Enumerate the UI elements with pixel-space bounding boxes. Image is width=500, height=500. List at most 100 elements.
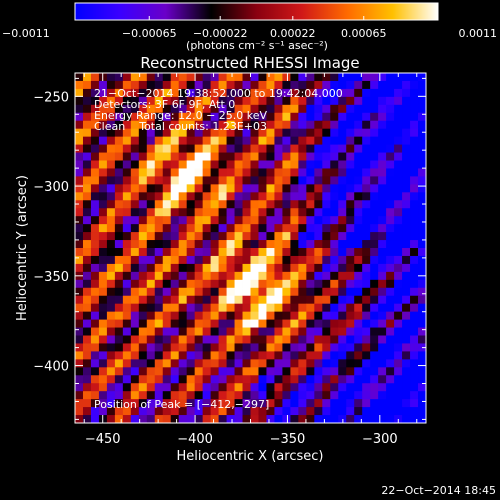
heatmap-cell (210, 327, 219, 336)
peak-position-label: Position of Peak = [−412,−297] (94, 398, 269, 411)
heatmap-cell (330, 168, 339, 177)
heatmap-cell (306, 184, 315, 193)
heatmap-cell (354, 168, 363, 177)
heatmap-cell (306, 112, 315, 122)
heatmap-cell (106, 152, 116, 161)
heatmap-cell (178, 73, 188, 82)
heatmap-cell (242, 279, 251, 289)
heatmap-cell (370, 391, 379, 400)
heatmap-cell (242, 367, 251, 376)
heatmap-cell (130, 120, 140, 130)
heatmap-cell (138, 112, 148, 122)
heatmap-cell (75, 263, 84, 273)
heatmap-cell (282, 399, 291, 408)
heatmap-cell (250, 232, 259, 241)
heatmap-cell (138, 73, 148, 82)
chart-title: Reconstructed RHESSI Image (140, 54, 359, 72)
heatmap-cell (75, 168, 84, 177)
heatmap-cell (194, 351, 204, 360)
heatmap-cell (250, 263, 259, 273)
heatmap-cell (362, 120, 371, 130)
heatmap-cell (82, 120, 92, 130)
heatmap-cell (362, 73, 371, 82)
heatmap-cell (186, 144, 196, 153)
heatmap-cell (218, 407, 227, 416)
heatmap-cell (346, 136, 355, 145)
heatmap-cell (154, 112, 164, 122)
heatmap-cell (346, 303, 355, 313)
heatmap-cell (394, 391, 403, 400)
heatmap-cell (290, 287, 299, 297)
heatmap-cell (290, 375, 299, 384)
heatmap-cell (178, 295, 188, 305)
heatmap-cell (338, 319, 347, 328)
heatmap-cell (394, 359, 403, 368)
annotation-time-range: 21−Oct−2014 19:38:52.000 to 19:42:04.000 (94, 87, 343, 100)
heatmap-cell (146, 88, 156, 98)
heatmap-cell (154, 327, 164, 336)
heatmap-cell (266, 112, 275, 122)
heatmap-cell (90, 287, 100, 297)
heatmap-cell (146, 271, 156, 281)
heatmap-cell (410, 407, 419, 416)
heatmap-cell (418, 263, 426, 273)
heatmap-cell (170, 343, 180, 352)
heatmap-cell (170, 73, 180, 82)
heatmap-cell (354, 415, 363, 423)
heatmap-cell (338, 73, 347, 82)
heatmap-cell (378, 176, 387, 185)
footer-timestamp: 22−Oct−2014 18:45 (381, 484, 496, 497)
heatmap-cell (410, 319, 419, 328)
heatmap-cell (210, 319, 219, 328)
heatmap-cell (394, 224, 403, 233)
heatmap-cell (386, 367, 395, 376)
heatmap-cell (138, 287, 148, 297)
heatmap-cell (186, 104, 196, 114)
heatmap-cell (314, 303, 323, 313)
y-tick-label: −300 (33, 180, 69, 195)
heatmap-cell (386, 120, 395, 130)
heatmap-cell (122, 112, 132, 122)
heatmap-cell (266, 311, 275, 320)
heatmap-cell (386, 248, 395, 257)
heatmap-cell (202, 311, 212, 320)
heatmap-cell (410, 287, 419, 297)
heatmap-cell (282, 120, 291, 130)
heatmap-cell (210, 407, 219, 416)
heatmap-cell (130, 176, 140, 185)
heatmap-cell (210, 367, 219, 376)
heatmap-cell (226, 359, 235, 368)
heatmap-cell (178, 184, 188, 193)
heatmap-cell (338, 367, 347, 376)
heatmap-cell (250, 112, 259, 122)
heatmap-cell (410, 232, 419, 241)
heatmap-cell (298, 248, 307, 257)
heatmap-cell (138, 303, 148, 313)
heatmap-cell (258, 120, 267, 130)
heatmap-cell (202, 152, 212, 161)
heatmap-cell (242, 399, 251, 408)
heatmap-cell (146, 359, 156, 368)
heatmap-cell (314, 255, 323, 265)
heatmap-cell (314, 407, 323, 416)
heatmap-cell (370, 80, 379, 90)
heatmap-cell (202, 391, 212, 400)
heatmap-cell (114, 96, 124, 106)
heatmap-cell (90, 120, 100, 130)
heatmap-cell (330, 112, 339, 122)
heatmap-cell (410, 192, 419, 201)
heatmap-cell (210, 200, 219, 209)
heatmap-cell (162, 359, 172, 368)
heatmap-cell (322, 303, 331, 313)
heatmap-cell (186, 88, 196, 98)
heatmap-cell (146, 128, 156, 138)
heatmap-cell (338, 407, 347, 416)
heatmap-cell (114, 279, 124, 289)
heatmap-cell (378, 335, 387, 344)
heatmap-cell (418, 359, 426, 368)
heatmap-cell (90, 351, 100, 360)
heatmap-cell (298, 96, 307, 106)
heatmap-cell (386, 279, 395, 289)
heatmap-cell (282, 152, 291, 161)
heatmap-cell (178, 232, 188, 241)
